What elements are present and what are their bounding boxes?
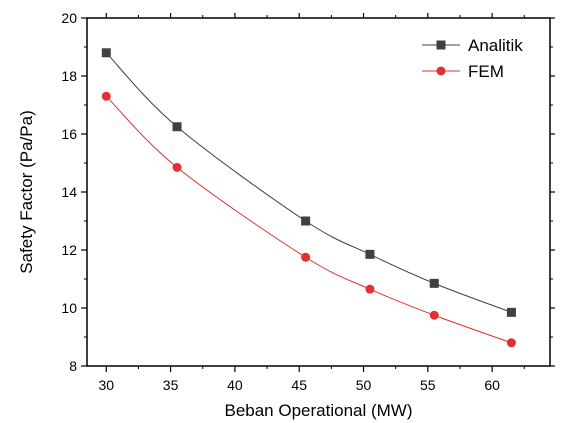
data-point-fem — [101, 91, 111, 101]
data-point-fem — [506, 338, 516, 348]
y-tick-label: 16 — [61, 126, 77, 142]
y-tick-label: 8 — [69, 358, 77, 374]
y-tick-label: 20 — [61, 10, 77, 26]
y-axis-title: Safety Factor (Pa/Pa) — [17, 110, 36, 273]
data-point-fem — [301, 252, 311, 262]
x-tick-label: 50 — [356, 377, 372, 393]
legend-marker-fem — [436, 66, 446, 76]
legend-item-analitik: Analitik — [422, 36, 523, 55]
x-tick-label: 45 — [291, 377, 307, 393]
data-point-analitik — [172, 122, 182, 132]
x-tick-label: 30 — [99, 377, 115, 393]
axes: 30 35 40 45 50 55 60 8 10 12 14 16 18 20 — [61, 10, 555, 393]
legend-item-fem: FEM — [422, 62, 504, 81]
legend-label-analitik: Analitik — [468, 36, 523, 55]
data-point-analitik — [365, 249, 375, 259]
series-fem — [101, 91, 516, 348]
legend-label-fem: FEM — [468, 62, 504, 81]
series-line-analitik — [105, 52, 512, 313]
legend: Analitik FEM — [422, 36, 523, 81]
y-tick-label: 10 — [61, 300, 77, 316]
x-tick-label: 35 — [163, 377, 179, 393]
x-tick-label: 40 — [227, 377, 243, 393]
series-layer — [101, 48, 516, 348]
data-point-fem — [365, 284, 375, 294]
y-tick-label: 18 — [61, 68, 77, 84]
legend-marker-analitik — [436, 40, 446, 50]
data-point-analitik — [506, 307, 516, 317]
data-point-fem — [429, 310, 439, 320]
series-line-fem — [105, 95, 512, 344]
series-analitik — [101, 48, 516, 317]
data-point-fem — [172, 162, 182, 172]
data-point-analitik — [429, 278, 439, 288]
x-tick-label: 55 — [420, 377, 436, 393]
y-tick-label: 14 — [61, 184, 77, 200]
data-point-analitik — [301, 216, 311, 226]
data-point-analitik — [101, 48, 111, 58]
x-tick-label: 60 — [484, 377, 500, 393]
y-tick-label: 12 — [61, 242, 77, 258]
x-axis-title: Beban Operational (MW) — [224, 401, 412, 420]
